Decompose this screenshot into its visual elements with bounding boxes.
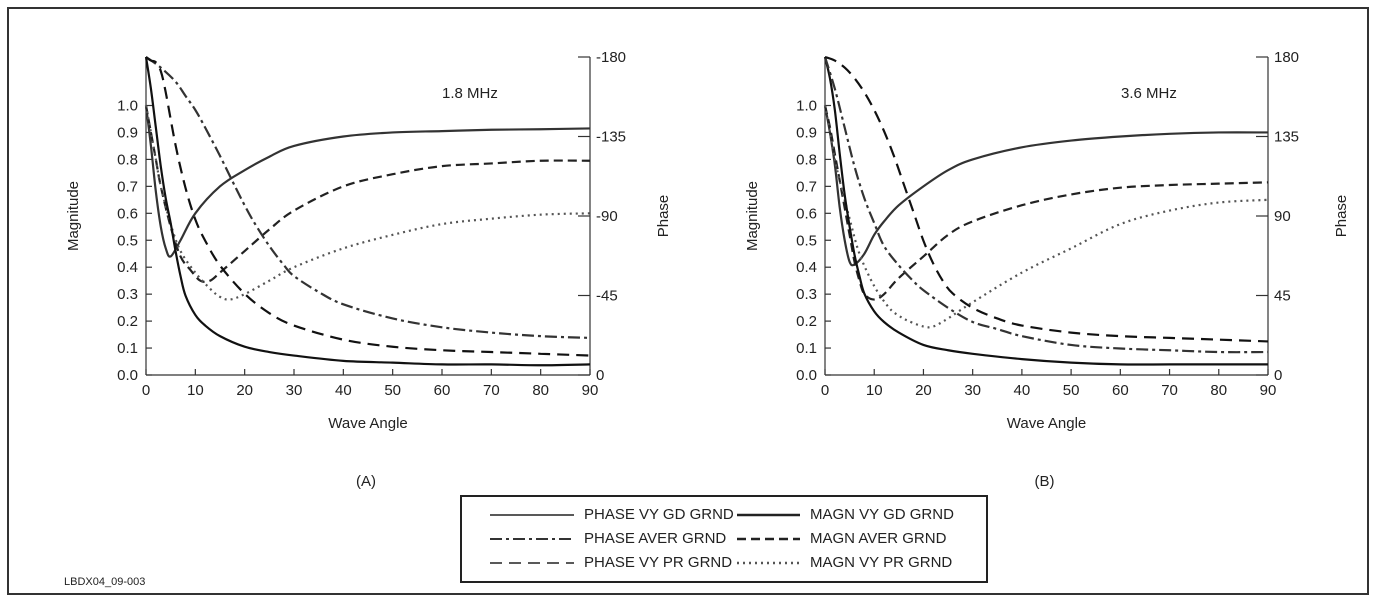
- panel-b-y2-tick-label: 45: [1274, 288, 1291, 305]
- panel-a-y-axis-label: Magnitude: [65, 181, 82, 251]
- panel-a-y-tick-label: 0.7: [117, 178, 138, 195]
- panel-a-y2-tick-label: -90: [596, 208, 618, 225]
- panel-b-y-tick-label: 0.4: [796, 259, 817, 276]
- panel-b-x-tick-label: 10: [866, 382, 883, 399]
- panel-b-x-axis-label: Wave Angle: [1007, 415, 1087, 432]
- panel-a-x-tick-label: 70: [483, 382, 500, 399]
- panel-b-x-tick-label: 50: [1063, 382, 1080, 399]
- panel-b-y-tick-label: 1.0: [796, 98, 817, 115]
- legend-label-magn-vy-gd-grnd: MAGN VY GD GRND: [810, 506, 954, 523]
- panel-a-x-tick-label: 40: [335, 382, 352, 399]
- panel-a-y2-axis-label: Phase: [655, 195, 672, 238]
- panel-a-y2-tick-label: -135: [596, 129, 626, 146]
- panel-b-series-magn-aver-grnd: [823, 105, 1269, 301]
- legend-label-phase-vy-gd-grnd: PHASE VY GD GRND: [584, 506, 734, 523]
- panel-b-y2-tick-label: 90: [1274, 208, 1291, 225]
- panel-a-y-tick-label: 0.3: [117, 286, 138, 303]
- panel-a-x-tick-label: 10: [187, 382, 204, 399]
- panel-a-x-tick-label: 60: [434, 382, 451, 399]
- panel-a-x-tick-label: 50: [384, 382, 401, 399]
- panel-b-x-tick-label: 80: [1210, 382, 1227, 399]
- panel-a-y-tick-label: 0.9: [117, 124, 138, 141]
- panel-b-y-tick-label: 0.1: [796, 340, 817, 357]
- panel-a-series-phase-vy-gd-grnd: [144, 56, 591, 367]
- panel-a-series-magn-vy-gd-grnd: [144, 105, 591, 258]
- panel-b-series-phase-vy-pr-grnd: [824, 55, 1269, 343]
- panel-a-x-tick-label: 80: [532, 382, 549, 399]
- panel-a-series-phase-aver-grnd: [145, 56, 591, 339]
- legend-label-magn-vy-pr-grnd: MAGN VY PR GRND: [810, 554, 953, 571]
- panel-b-x-tick-label: 60: [1112, 382, 1129, 399]
- panel-b-y2-tick-label: 0: [1274, 367, 1282, 384]
- panel-b-x-tick-label: 20: [915, 382, 932, 399]
- panel-b-y2-axis-label: Phase: [1333, 195, 1350, 238]
- panel-a-y-tick-label: 1.0: [117, 98, 138, 115]
- panel-b-panel-label: (B): [1035, 473, 1055, 490]
- panel-b-x-tick-label: 70: [1161, 382, 1178, 399]
- panel-a-x-tick-label: 30: [286, 382, 303, 399]
- panel-a-y-tick-label: 0.8: [117, 151, 138, 168]
- panel-b-y-axis-label: Magnitude: [744, 181, 761, 251]
- panel-b-x-tick-label: 0: [821, 382, 829, 399]
- panel-b-series-magn-vy-gd-grnd: [823, 105, 1269, 267]
- panel-b-series-phase-vy-gd-grnd: [823, 56, 1268, 366]
- panel-b-y-tick-label: 0.7: [796, 178, 817, 195]
- panel-b-x-tick-label: 40: [1014, 382, 1031, 399]
- panel-b-x-tick-label: 30: [964, 382, 981, 399]
- panel-a-y-tick-label: 0.1: [117, 340, 138, 357]
- legend: PHASE VY GD GRND MAGN VY GD GRND PHASE A…: [460, 495, 988, 583]
- panel-a-x-tick-label: 0: [142, 382, 150, 399]
- panel-a-x-axis-label: Wave Angle: [328, 415, 408, 432]
- panel-b-y-tick-label: 0.9: [796, 124, 817, 141]
- panel-b-series-magn-vy-pr-grnd: [823, 105, 1269, 329]
- panel-a-y-tick-label: 0.5: [117, 232, 138, 249]
- panel-b-y2-tick-label: 135: [1274, 129, 1299, 146]
- panel-a-y-tick-label: 0.2: [117, 313, 138, 330]
- legend-swatches: [490, 513, 800, 565]
- figure-credit: LBDX04_09-003: [64, 576, 146, 588]
- panel-b-y2-tick-label: 180: [1274, 49, 1299, 66]
- panel-b-y-tick-label: 0.5: [796, 232, 817, 249]
- panel-b-series-phase-aver-grnd: [823, 56, 1269, 354]
- panel-a-x-tick-label: 90: [582, 382, 599, 399]
- panel-a-x-tick-label: 20: [236, 382, 253, 399]
- panel-b-frequency-annotation: 3.6 MHz: [1121, 85, 1177, 102]
- panel-b-x-tick-label: 90: [1260, 382, 1277, 399]
- panel-a-frequency-annotation: 1.8 MHz: [442, 85, 498, 102]
- panel-a-series-magn-aver-grnd: [144, 105, 591, 283]
- panel-b-y-tick-label: 0.3: [796, 286, 817, 303]
- panel-b-y-tick-label: 0.2: [796, 313, 817, 330]
- panel-a-y2-tick-label: -45: [596, 288, 618, 305]
- legend-label-phase-aver-grnd: PHASE AVER GRND: [584, 530, 727, 547]
- panel-b-y-tick-label: 0.8: [796, 151, 817, 168]
- legend-label-magn-aver-grnd: MAGN AVER GRND: [810, 530, 947, 547]
- legend-label-phase-vy-pr-grnd: PHASE VY PR GRND: [584, 554, 733, 571]
- panel-a-y-tick-label: 0.6: [117, 205, 138, 222]
- panel-a-y2-tick-label: 0: [596, 367, 604, 384]
- panel-b-y-tick-label: 0.0: [796, 367, 817, 384]
- panel-a-series-phase-vy-pr-grnd: [145, 56, 591, 357]
- figure-frame: [7, 7, 1369, 595]
- panel-a-panel-label: (A): [356, 473, 376, 490]
- panel-b-y-tick-label: 0.6: [796, 205, 817, 222]
- panel-a-y-tick-label: 0.4: [117, 259, 138, 276]
- panel-a-y2-tick-label: -180: [596, 49, 626, 66]
- panel-a-y-tick-label: 0.0: [117, 367, 138, 384]
